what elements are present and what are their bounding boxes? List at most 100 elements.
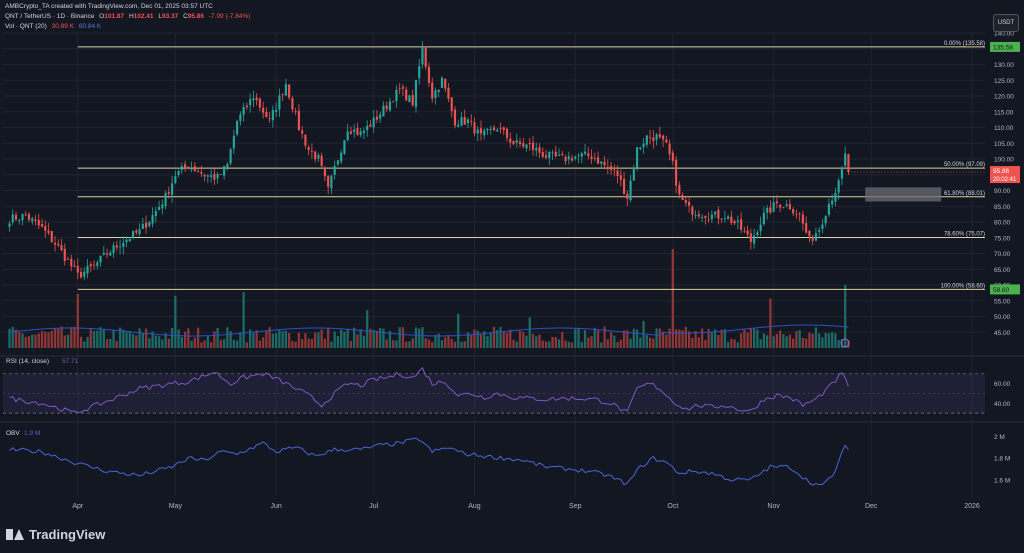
fib-label: 78.60% (75.07) [944,232,985,238]
volume-bar [60,326,63,348]
candle-body [746,230,749,235]
candle-body [297,110,300,131]
price-tick-label: 120.00 [994,94,1014,101]
volume-bar [665,334,668,348]
volume-bar [40,330,44,348]
candle-body [733,221,736,224]
candle-body [704,216,707,219]
x-tick-label: Aug [468,503,481,510]
volume-bar [366,310,369,348]
candle-body [505,128,509,138]
volume-bar [53,328,57,348]
candle-body [24,214,27,216]
volume-bar [216,328,219,348]
volume-bar [844,285,847,348]
volume-bar [635,329,639,348]
candle-body [561,153,564,156]
candle-body [613,169,616,171]
volume-bar [375,330,379,348]
ohlc-high: H102.41 [128,13,154,20]
candle-body [414,80,418,108]
volume-bar [167,338,170,348]
candle-body [60,245,63,251]
candle-body [629,180,632,200]
volume-bar [421,327,424,348]
volume-bar [304,333,307,348]
volume-bar [827,333,831,348]
obv-value: 1.9 M [24,430,40,437]
volume-bar [294,341,297,348]
volume-bar [349,340,353,348]
symbol-text[interactable]: QNT / TetherUS · 1D · Binance [5,13,95,20]
candle-body [671,152,674,161]
obv-label: OBV [6,430,20,437]
candle-body [281,93,284,95]
candle-body [232,135,235,149]
candle-body [795,213,798,215]
volume-bar [265,331,268,348]
volume-bar [486,336,489,348]
price-tick-label: 115.00 [994,109,1014,116]
volume-bar [492,326,496,348]
price-tick-label: 50.00 [994,314,1011,321]
volume-bar [499,327,502,348]
volume-bar [645,335,648,348]
candle-body [385,105,388,110]
candle-body [717,209,720,219]
candle-body [453,109,457,126]
candle-body [245,105,248,108]
candle-body [151,215,154,224]
candle-body [619,175,622,180]
candle-body [144,222,148,228]
volume-bar [125,332,128,348]
candle-body [574,156,577,159]
candle-body [756,232,759,235]
volume-bar [131,333,135,348]
candle-body [203,174,206,177]
volume-bar [639,337,642,348]
candle-body [284,84,287,96]
candle-body [518,141,522,144]
candle-body [271,110,274,121]
volume-bar [356,334,359,348]
volume-bar [522,332,525,348]
candle-body [688,201,691,206]
volume-bar [798,330,801,348]
volume-bar [135,335,138,348]
x-tick-label: Nov [767,503,780,510]
candle-body [115,245,118,248]
volume-bar [447,334,450,348]
volume-bar [226,327,229,348]
volume-bar [785,336,788,348]
volume-bar [388,330,392,348]
volume-bar [333,331,336,348]
candle-body [411,95,414,106]
candle-body [405,89,408,101]
candle-body [138,229,141,235]
volume-bar [57,328,60,348]
candle-body [249,99,252,106]
candle-body [483,130,486,136]
candle-body [349,131,353,134]
volume-bar [76,294,79,348]
volume-bar [392,340,395,348]
candle-body [392,101,395,103]
fib-label: 50.00% (97.09) [944,162,985,168]
candle-body [697,214,700,217]
volume-bar [762,333,766,348]
candle-body [109,252,112,256]
candle-body [603,161,606,166]
volume-bar [801,337,805,348]
candle-body [580,153,583,157]
candle-body [567,156,570,160]
volume-label[interactable]: Vol · QNT (20) [5,23,47,30]
currency-badge[interactable]: USDT [993,14,1019,32]
volume-bar [818,333,821,348]
volume-bar [525,335,528,348]
candle-body [431,82,434,99]
volume-bar [157,336,161,348]
volume-bar [460,341,463,348]
